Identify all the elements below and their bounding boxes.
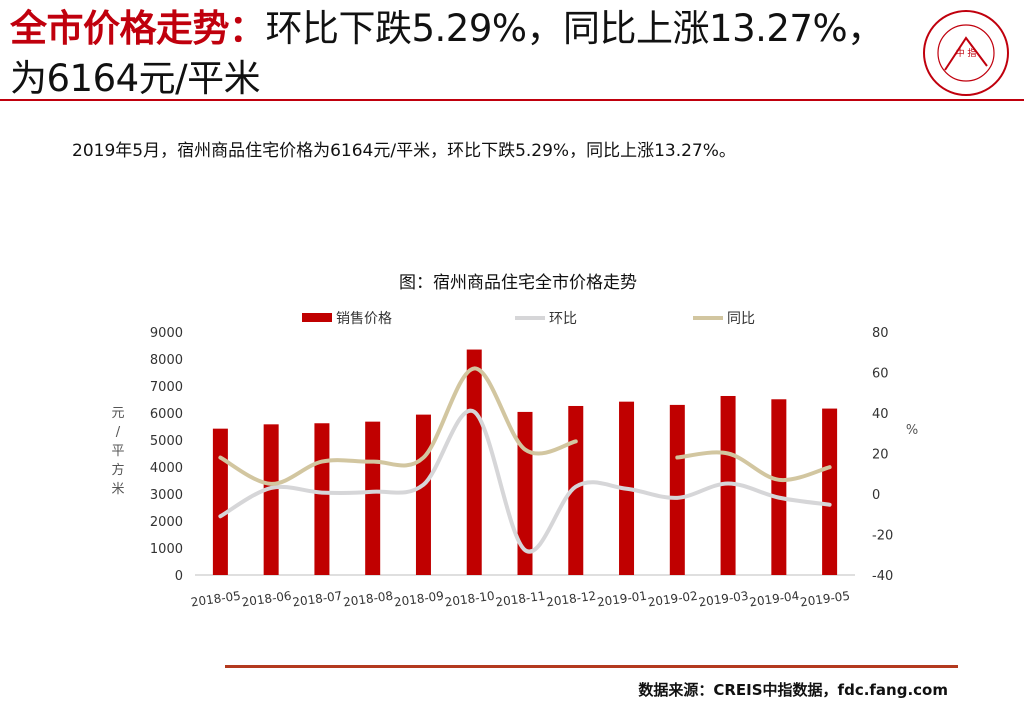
x-tick-label: 2019-04 bbox=[748, 589, 800, 610]
y-axis-left: 9000 8000 7000 6000 5000 4000 3000 2000 1000 0 bbox=[150, 326, 183, 584]
x-tick-label: 2018-06 bbox=[241, 589, 293, 610]
y-left-tick-label: 3000 bbox=[150, 488, 183, 503]
data-source: 数据来源：CREIS中指数据，fdc.fang.com bbox=[638, 681, 948, 699]
y-left-tick-label: 4000 bbox=[150, 461, 183, 476]
x-tick-label: 2018-07 bbox=[292, 589, 344, 610]
x-tick-label: 2019-03 bbox=[698, 589, 750, 610]
bar-2018-07 bbox=[314, 423, 330, 575]
y-left-tick-label: 1000 bbox=[150, 542, 183, 557]
x-tick-label: 2018-08 bbox=[342, 589, 394, 610]
bar-2018-05 bbox=[212, 428, 228, 575]
bar-2019-05 bbox=[822, 408, 838, 575]
y-left-tick-label: 0 bbox=[175, 569, 183, 584]
bar-2018-08 bbox=[365, 421, 381, 575]
mom-line-segment-0 bbox=[218, 408, 832, 554]
bar-2018-09 bbox=[415, 414, 431, 575]
page-title: 全市价格走势：环比下跌5.29%，同比上涨13.27%，为6164元/平米 bbox=[10, 4, 910, 104]
legend-swatch-price bbox=[302, 313, 332, 322]
percent-lines bbox=[218, 366, 832, 554]
legend-label: 同比 bbox=[727, 311, 755, 327]
y-axis-left-label: 元/平方米 bbox=[111, 406, 124, 497]
yoy-line-segment-0 bbox=[218, 366, 578, 486]
y-left-tick-label: 8000 bbox=[150, 353, 183, 368]
summary-text: 2019年5月，宿州商品住宅价格为6164元/平米，环比下跌5.29%，同比上涨… bbox=[72, 141, 736, 161]
footer-divider bbox=[225, 665, 958, 668]
bar-2019-04 bbox=[771, 399, 787, 575]
y-right-tick-label: 0 bbox=[872, 488, 880, 503]
y-right-tick-label: 40 bbox=[872, 407, 889, 422]
x-tick-label: 2019-01 bbox=[596, 589, 648, 610]
x-tick-label: 2018-09 bbox=[393, 589, 445, 610]
x-tick-label: 2018-12 bbox=[545, 589, 597, 610]
y-right-tick-label: 20 bbox=[872, 448, 889, 463]
yoy-line-segment-1 bbox=[675, 450, 832, 483]
legend-label: 环比 bbox=[549, 311, 577, 327]
bar-2019-03 bbox=[720, 395, 736, 575]
legend-label: 销售价格 bbox=[336, 311, 392, 327]
bar-2018-06 bbox=[263, 424, 279, 575]
bar-2018-10 bbox=[466, 349, 482, 575]
x-tick-label: 2018-05 bbox=[190, 589, 242, 610]
price-trend-chart: 图：宿州商品住宅全市价格走势 销售价格 环比 同比 9000800070006000… bbox=[111, 273, 918, 610]
x-axis: 2018-05 2018-06 2018-07 2018-08 2018-09 2018-… bbox=[190, 589, 851, 610]
y-right-tick-label: -40 bbox=[872, 569, 893, 584]
y-axis-right-label: % bbox=[906, 423, 918, 438]
chart-title: 图：宿州商品住宅全市价格走势 bbox=[399, 273, 637, 293]
x-tick-label: 2019-02 bbox=[647, 589, 699, 610]
x-tick-label: 2018-10 bbox=[444, 589, 496, 610]
chart-legend: 销售价格 环比 同比 bbox=[302, 311, 755, 327]
y-left-tick-label: 9000 bbox=[150, 326, 183, 341]
title-divider bbox=[0, 99, 1024, 101]
y-left-tick-label: 7000 bbox=[150, 380, 183, 395]
y-right-tick-label: 80 bbox=[872, 326, 889, 341]
x-tick-label: 2018-11 bbox=[495, 589, 547, 610]
title-highlight: 全市价格走势： bbox=[10, 7, 266, 50]
bar-2019-02 bbox=[669, 404, 685, 575]
x-tick-label: 2019-05 bbox=[799, 589, 851, 610]
logo-center-text: 中 指 bbox=[956, 47, 977, 59]
y-left-tick-label: 6000 bbox=[150, 407, 183, 422]
y-right-tick-label: 60 bbox=[872, 367, 889, 382]
title-rest: 环比下跌5.29%，同比上涨13.27%，为6164元/平米 bbox=[10, 7, 884, 100]
china-index-academy-logo: 中 指 bbox=[923, 10, 1009, 96]
y-right-tick-label: -20 bbox=[872, 529, 893, 544]
y-left-tick-label: 5000 bbox=[150, 434, 183, 449]
y-left-tick-label: 2000 bbox=[150, 515, 183, 530]
bar-2018-12 bbox=[568, 405, 584, 575]
y-axis-right: 80 60 40 20 0 -20 -40 bbox=[872, 326, 893, 584]
